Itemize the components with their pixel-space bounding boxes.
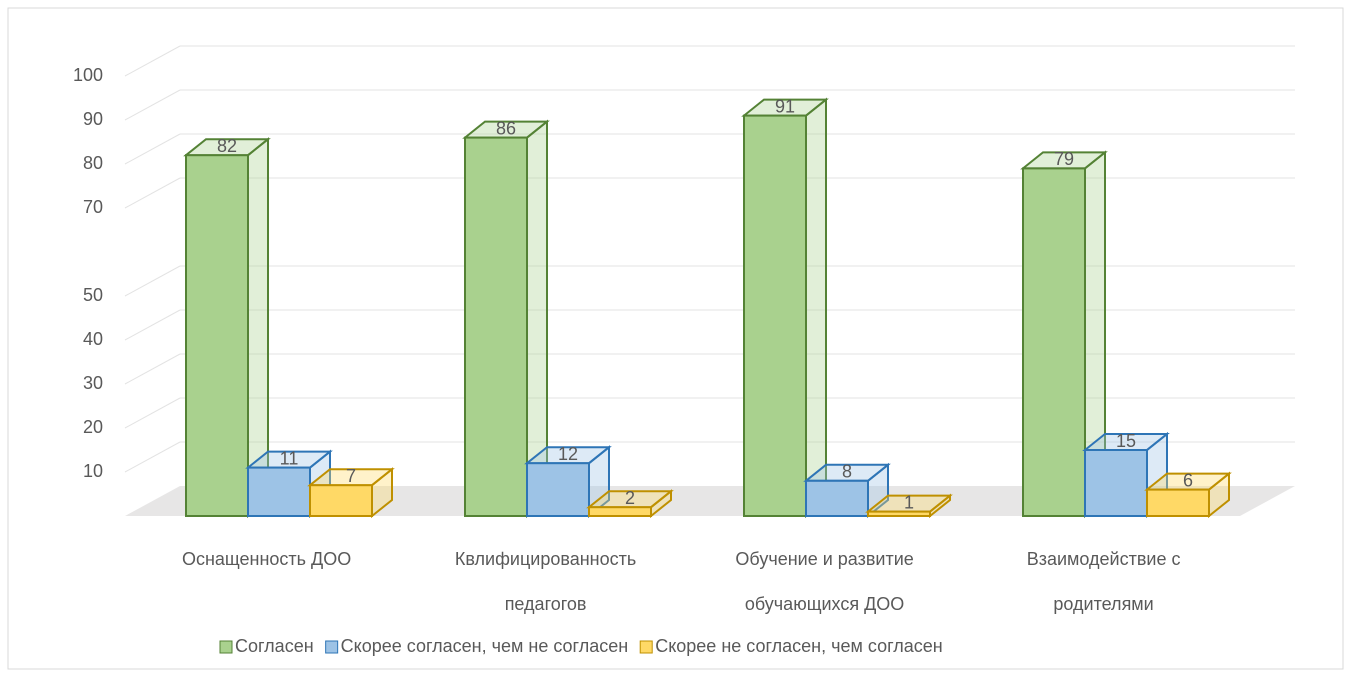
- legend-swatch: [639, 640, 653, 654]
- x-tick-label: Обучение и развитие: [735, 549, 913, 569]
- y-tick-label: 100: [73, 65, 103, 85]
- grid-diagonal: [124, 265, 181, 297]
- bar-3d: 12: [524, 444, 612, 519]
- data-label: 86: [496, 118, 516, 138]
- legend-label: Скорее согласен, чем не согласен: [341, 636, 629, 656]
- bar: [309, 484, 373, 518]
- y-tick-label: 50: [83, 285, 103, 305]
- bar-3d: 2: [586, 488, 674, 519]
- x-tick-label: Квлифицированность: [455, 549, 636, 569]
- y-tick-label: 40: [83, 329, 103, 349]
- bar-3d: 1: [865, 492, 953, 519]
- data-label: 7: [346, 466, 356, 486]
- x-tick-label: родителями: [1053, 594, 1153, 614]
- legend-label: Скорее не согласен, чем согласен: [655, 636, 943, 656]
- data-label: 91: [775, 96, 795, 116]
- legend-label: Согласен: [235, 636, 314, 656]
- bar: [588, 506, 652, 518]
- bar: [526, 462, 590, 518]
- bar-3d: 82: [183, 136, 271, 519]
- bar: [1022, 167, 1086, 517]
- data-label: 79: [1054, 149, 1074, 169]
- y-tick-label: 70: [83, 197, 103, 217]
- grid-diagonal: [124, 133, 181, 165]
- bar-3d: 15: [1082, 431, 1170, 519]
- x-tick-label: обучающихся ДОО: [745, 594, 904, 614]
- data-label: 6: [1183, 470, 1193, 490]
- bar: [805, 479, 869, 517]
- bar-3d: 86: [462, 118, 550, 519]
- bar: [464, 136, 528, 517]
- legend-swatch: [219, 640, 233, 654]
- y-tick-label: 80: [83, 153, 103, 173]
- data-label: 2: [625, 488, 635, 508]
- x-tick-label: педагогов: [505, 594, 587, 614]
- bar: [1084, 449, 1148, 517]
- y-tick-label: 10: [83, 461, 103, 481]
- bar: [743, 114, 807, 517]
- grid-diagonal: [124, 45, 181, 77]
- data-label: 11: [280, 448, 299, 468]
- bar-3d: 7: [307, 466, 395, 519]
- bar-3d: 91: [741, 96, 829, 519]
- y-tick-label: 20: [83, 417, 103, 437]
- bar-3d: 79: [1020, 149, 1108, 519]
- grid-diagonal: [124, 397, 181, 429]
- grid-diagonal: [124, 89, 181, 121]
- y-tick-label: 30: [83, 373, 103, 393]
- bar-side: [805, 97, 827, 519]
- legend-swatch: [325, 640, 339, 654]
- bar: [1146, 488, 1210, 518]
- bar: [247, 466, 311, 518]
- grid-diagonal: [124, 177, 181, 209]
- x-tick-label: Оснащенность ДОО: [182, 549, 351, 569]
- data-label: 15: [1116, 431, 1136, 451]
- data-label: 12: [558, 444, 578, 464]
- data-label: 82: [217, 136, 237, 156]
- grid-diagonal: [124, 309, 181, 341]
- grid-diagonal: [124, 441, 181, 473]
- floor: [125, 486, 1295, 516]
- y-tick-label: 90: [83, 109, 103, 129]
- bar: [185, 154, 249, 517]
- data-label: 1: [904, 492, 914, 512]
- bar-3d: 6: [1144, 470, 1232, 519]
- x-tick-label: Взаимодействие с: [1027, 549, 1181, 569]
- data-label: 8: [842, 462, 852, 482]
- grid-diagonal: [124, 353, 181, 385]
- bar-3d: 8: [803, 462, 891, 519]
- bar: [867, 510, 931, 518]
